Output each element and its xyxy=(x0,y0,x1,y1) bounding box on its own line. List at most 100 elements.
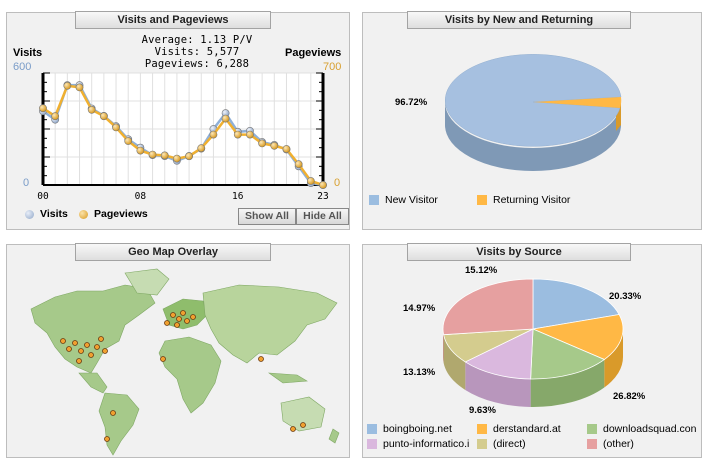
visit-marker[interactable] xyxy=(290,426,296,432)
legend-punto[interactable]: punto-informatico.i xyxy=(367,438,469,450)
legend-pageviews[interactable]: Pageviews xyxy=(79,208,148,220)
visits-axis-max: 600 xyxy=(13,61,32,73)
legend-returning-visitor[interactable]: Returning Visitor xyxy=(477,194,570,206)
visit-marker[interactable] xyxy=(184,318,190,324)
derstandard-pct: 15.12% xyxy=(465,265,498,276)
show-all-button[interactable]: Show All xyxy=(238,208,296,225)
new-returning-panel: Visits by New and Returning 96.72% New V… xyxy=(362,11,702,230)
visit-marker[interactable] xyxy=(176,316,182,322)
visit-marker[interactable] xyxy=(88,352,94,358)
legend-new-visitor-label: New Visitor xyxy=(385,194,438,206)
pageviews-point[interactable] xyxy=(39,104,47,113)
returning-visitor-slice[interactable] xyxy=(533,97,622,108)
visit-marker[interactable] xyxy=(102,348,108,354)
pageviews-point[interactable] xyxy=(99,112,108,121)
visits-pageviews-panel: Visits and Pageviews Average: 1.13 P/V V… xyxy=(6,11,350,230)
downloadsquad-slice[interactable] xyxy=(530,328,606,380)
pageviews-point[interactable] xyxy=(306,177,315,185)
north-america xyxy=(30,284,156,374)
visit-marker[interactable] xyxy=(170,312,176,318)
punto-pct: 13.13% xyxy=(403,367,436,378)
pageviews-point[interactable] xyxy=(87,105,96,114)
pageviews-point[interactable] xyxy=(294,160,303,169)
average-stat: Average: 1.13 P/V xyxy=(141,34,253,46)
visits-pageviews-title: Visits and Pageviews xyxy=(75,11,271,29)
visit-marker[interactable] xyxy=(180,310,186,316)
pageviews-axis-max: 700 xyxy=(323,61,342,73)
visit-marker[interactable] xyxy=(76,358,82,364)
pageviews-point[interactable] xyxy=(173,154,181,163)
visits-stat: Visits: 5,577 xyxy=(154,46,240,58)
other-slice[interactable] xyxy=(442,278,534,336)
derstandard-slice[interactable] xyxy=(531,314,624,360)
pageviews-point[interactable] xyxy=(63,81,72,90)
pageviews-point[interactable] xyxy=(136,146,145,155)
visit-marker[interactable] xyxy=(60,338,66,344)
source-title: Visits by Source xyxy=(407,243,631,261)
visit-marker[interactable] xyxy=(164,320,170,326)
pageviews-point[interactable] xyxy=(319,181,327,189)
legend-derstandard[interactable]: derstandard.at xyxy=(477,423,561,435)
pageviews-point[interactable] xyxy=(185,152,193,161)
pageviews-point[interactable] xyxy=(148,150,157,159)
downloadsquad-swatch xyxy=(587,424,597,434)
pageviews-point[interactable] xyxy=(124,137,133,145)
legend-punto-label: punto-informatico.i xyxy=(383,438,470,450)
visit-marker[interactable] xyxy=(98,336,104,342)
pageviews-point[interactable] xyxy=(270,141,279,150)
boingboing-slice[interactable] xyxy=(532,278,620,330)
visit-marker[interactable] xyxy=(160,356,166,362)
pageviews-stat: Pageviews: 6,288 xyxy=(144,58,250,70)
legend-visits[interactable]: Visits xyxy=(25,208,68,220)
visit-marker[interactable] xyxy=(104,436,110,442)
new-visitor-slice[interactable] xyxy=(444,54,622,147)
pageviews-point[interactable] xyxy=(209,130,218,139)
x-tick-label: 23 xyxy=(317,191,328,202)
pageviews-point[interactable] xyxy=(75,83,84,92)
visit-marker[interactable] xyxy=(94,344,100,350)
punto-slice[interactable] xyxy=(464,328,534,380)
new-visitor-swatch xyxy=(369,195,379,205)
punto-swatch xyxy=(367,439,377,449)
direct-swatch xyxy=(477,439,487,449)
visit-marker[interactable] xyxy=(190,314,196,320)
source-pie xyxy=(442,278,624,407)
legend-boingboing[interactable]: boingboing.net xyxy=(367,423,452,435)
visit-marker[interactable] xyxy=(300,422,306,428)
asia xyxy=(202,284,338,364)
visit-marker[interactable] xyxy=(72,340,78,346)
visit-marker[interactable] xyxy=(66,346,72,352)
legend-direct-label: (direct) xyxy=(493,438,526,450)
world-map[interactable] xyxy=(7,263,351,459)
direct-slice-side xyxy=(443,334,466,390)
legend-direct[interactable]: (direct) xyxy=(477,438,526,450)
pageviews-point[interactable] xyxy=(221,114,230,123)
hide-all-button[interactable]: Hide All xyxy=(296,208,349,225)
pageviews-point[interactable] xyxy=(160,151,169,160)
legend-returning-label: Returning Visitor xyxy=(493,194,571,206)
derstandard-slice-side xyxy=(604,329,623,388)
pageviews-point[interactable] xyxy=(282,145,291,153)
africa xyxy=(158,336,222,414)
pageviews-point[interactable] xyxy=(112,123,120,132)
legend-new-visitor[interactable]: New Visitor xyxy=(369,194,438,206)
pageviews-axis-min: 0 xyxy=(334,177,341,189)
new-returning-title: Visits by New and Returning xyxy=(407,11,631,29)
visit-marker[interactable] xyxy=(78,348,84,354)
legend-visits-label: Visits xyxy=(40,208,68,220)
boingboing-swatch xyxy=(367,424,377,434)
legend-other[interactable]: (other) xyxy=(587,438,634,450)
visit-marker[interactable] xyxy=(84,342,90,348)
legend-downloadsquad[interactable]: downloadsquad.con xyxy=(587,423,696,435)
x-tick-label: 16 xyxy=(232,191,244,202)
new-returning-pie xyxy=(444,54,622,171)
visit-marker[interactable] xyxy=(174,322,180,328)
pageviews-point[interactable] xyxy=(233,130,242,139)
visit-marker[interactable] xyxy=(258,356,264,362)
pageviews-point[interactable] xyxy=(246,130,254,139)
visit-marker[interactable] xyxy=(110,410,116,416)
pageviews-point[interactable] xyxy=(197,144,206,153)
geo-map-panel: Geo Map Overlay xyxy=(6,243,351,459)
pageviews-point[interactable] xyxy=(258,139,267,148)
pageviews-point[interactable] xyxy=(51,112,60,121)
